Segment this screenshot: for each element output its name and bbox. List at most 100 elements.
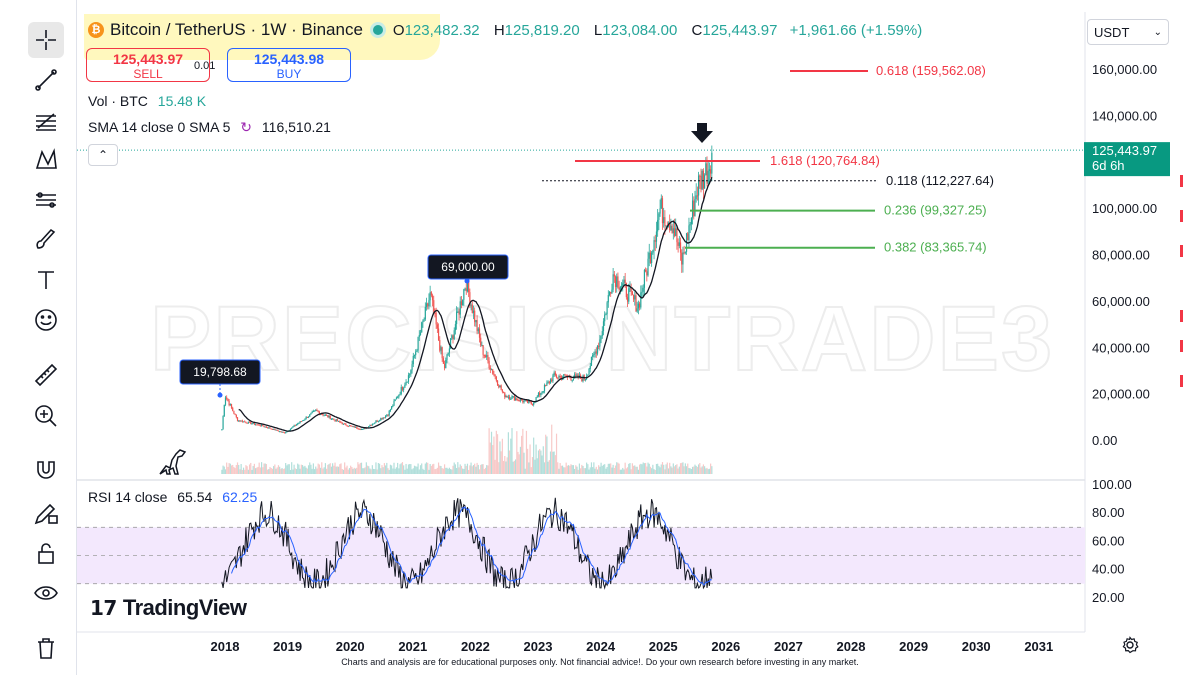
candle-body bbox=[238, 420, 240, 422]
candle-body bbox=[376, 420, 378, 422]
volume-bar bbox=[595, 466, 597, 474]
text-icon[interactable] bbox=[28, 262, 64, 298]
rsi-axis-label: 60.00 bbox=[1092, 533, 1125, 548]
forecast-icon[interactable] bbox=[28, 182, 64, 218]
candle-body bbox=[242, 421, 245, 423]
drawing-toolbar bbox=[0, 0, 78, 675]
volume-bar bbox=[516, 431, 518, 474]
volume-bar bbox=[484, 467, 487, 474]
currency-select[interactable]: USDT ⌄ bbox=[1087, 19, 1169, 45]
volume-bar bbox=[341, 469, 343, 474]
candle-body bbox=[542, 391, 544, 393]
volume-bar bbox=[671, 467, 673, 474]
volume-bar bbox=[608, 463, 611, 474]
volume-bar bbox=[313, 469, 316, 474]
candle-body bbox=[517, 400, 519, 402]
volume-bar bbox=[605, 468, 607, 474]
candle-body bbox=[642, 287, 644, 292]
volume-bar bbox=[663, 464, 665, 474]
candle-body bbox=[457, 311, 459, 313]
candle-body bbox=[327, 415, 329, 418]
volume-bar bbox=[640, 463, 642, 474]
volume-bar bbox=[527, 448, 529, 474]
pattern-icon[interactable] bbox=[28, 142, 64, 178]
eye-icon[interactable] bbox=[28, 575, 64, 611]
candle-body bbox=[566, 376, 568, 378]
volume-bar bbox=[594, 468, 596, 474]
volume-bar bbox=[433, 463, 435, 474]
trash-icon[interactable] bbox=[28, 630, 64, 666]
magnet-icon[interactable] bbox=[28, 452, 64, 488]
volume-bar bbox=[321, 462, 323, 474]
rsi-legend[interactable]: RSI 14 close 65.54 62.25 bbox=[88, 489, 257, 505]
volume-bar bbox=[353, 467, 355, 474]
loading-icon: ↻ bbox=[240, 119, 253, 135]
candle-body bbox=[430, 292, 432, 296]
volume-bar bbox=[416, 466, 418, 474]
candle-body bbox=[593, 353, 595, 356]
sell-button[interactable]: 125,443.97 SELL bbox=[86, 48, 210, 82]
candle-body bbox=[441, 347, 443, 359]
volume-bar bbox=[409, 464, 411, 474]
trend-line-icon[interactable] bbox=[28, 62, 64, 98]
volume-bar bbox=[625, 468, 627, 474]
candle-body bbox=[334, 419, 336, 422]
volume-bar bbox=[487, 465, 489, 474]
zoom-in-icon[interactable] bbox=[28, 398, 64, 434]
volume-bar bbox=[705, 468, 707, 474]
volume-bar bbox=[428, 469, 430, 474]
volume-bar bbox=[687, 463, 689, 474]
rsi-ma-value: 62.25 bbox=[222, 489, 258, 505]
volume-bar bbox=[436, 467, 438, 474]
candle-body bbox=[260, 424, 263, 427]
candle-body bbox=[645, 269, 647, 272]
volume-bar bbox=[702, 464, 705, 474]
lock-icon[interactable] bbox=[28, 535, 64, 571]
candle-body bbox=[281, 431, 283, 433]
candle-body bbox=[409, 374, 411, 376]
emoji-icon[interactable] bbox=[28, 302, 64, 338]
fib-icon[interactable] bbox=[28, 102, 64, 138]
volume-bar bbox=[399, 464, 401, 474]
symbol-title[interactable]: Bitcoin / TetherUS · 1W · Binance bbox=[110, 20, 363, 39]
candle-body bbox=[453, 330, 455, 340]
buy-button[interactable]: 125,443.98 BUY bbox=[227, 48, 351, 82]
ruler-icon[interactable] bbox=[28, 357, 64, 393]
volume-bar bbox=[452, 465, 454, 474]
brush-icon[interactable] bbox=[28, 222, 64, 258]
candle-body bbox=[435, 312, 437, 325]
volume-bar bbox=[351, 467, 353, 474]
candle-body bbox=[592, 355, 594, 357]
collapse-legend-button[interactable]: ⌃ bbox=[88, 144, 118, 166]
volume-bar bbox=[559, 463, 561, 474]
volume-bar bbox=[309, 462, 311, 474]
ohlc-readout: O123,482.32 H125,819.20 L123,084.00 C125… bbox=[393, 22, 922, 39]
volume-bar bbox=[565, 462, 567, 474]
candle-body bbox=[596, 345, 599, 354]
candle-body bbox=[362, 428, 364, 430]
volume-legend[interactable]: Vol · BTC 15.48 K bbox=[88, 93, 206, 109]
market-open-indicator bbox=[372, 25, 383, 35]
candle-body bbox=[622, 283, 624, 287]
volume-bar bbox=[710, 463, 712, 474]
volume-bar bbox=[342, 469, 345, 474]
candle-body bbox=[456, 311, 458, 325]
volume-bar bbox=[589, 467, 591, 474]
crosshair-icon[interactable] bbox=[28, 22, 64, 58]
volume-bar bbox=[537, 450, 540, 474]
volume-bar bbox=[659, 467, 661, 474]
pencil-lock-icon[interactable] bbox=[28, 495, 64, 531]
candle-body bbox=[386, 415, 388, 417]
volume-bar bbox=[678, 466, 680, 474]
volume-bar bbox=[525, 430, 528, 474]
candle-body bbox=[513, 395, 516, 401]
candle-body bbox=[474, 310, 476, 323]
callout-label: 69,000.00 bbox=[441, 260, 495, 274]
sma-legend[interactable]: SMA 14 close 0 SMA 5 ↻ 116,510.21 bbox=[88, 119, 331, 136]
candle-body bbox=[277, 430, 280, 432]
volume-bar bbox=[282, 469, 284, 474]
volume-bar bbox=[234, 468, 236, 474]
gear-icon[interactable] bbox=[1121, 636, 1139, 659]
candle-body bbox=[510, 398, 512, 400]
